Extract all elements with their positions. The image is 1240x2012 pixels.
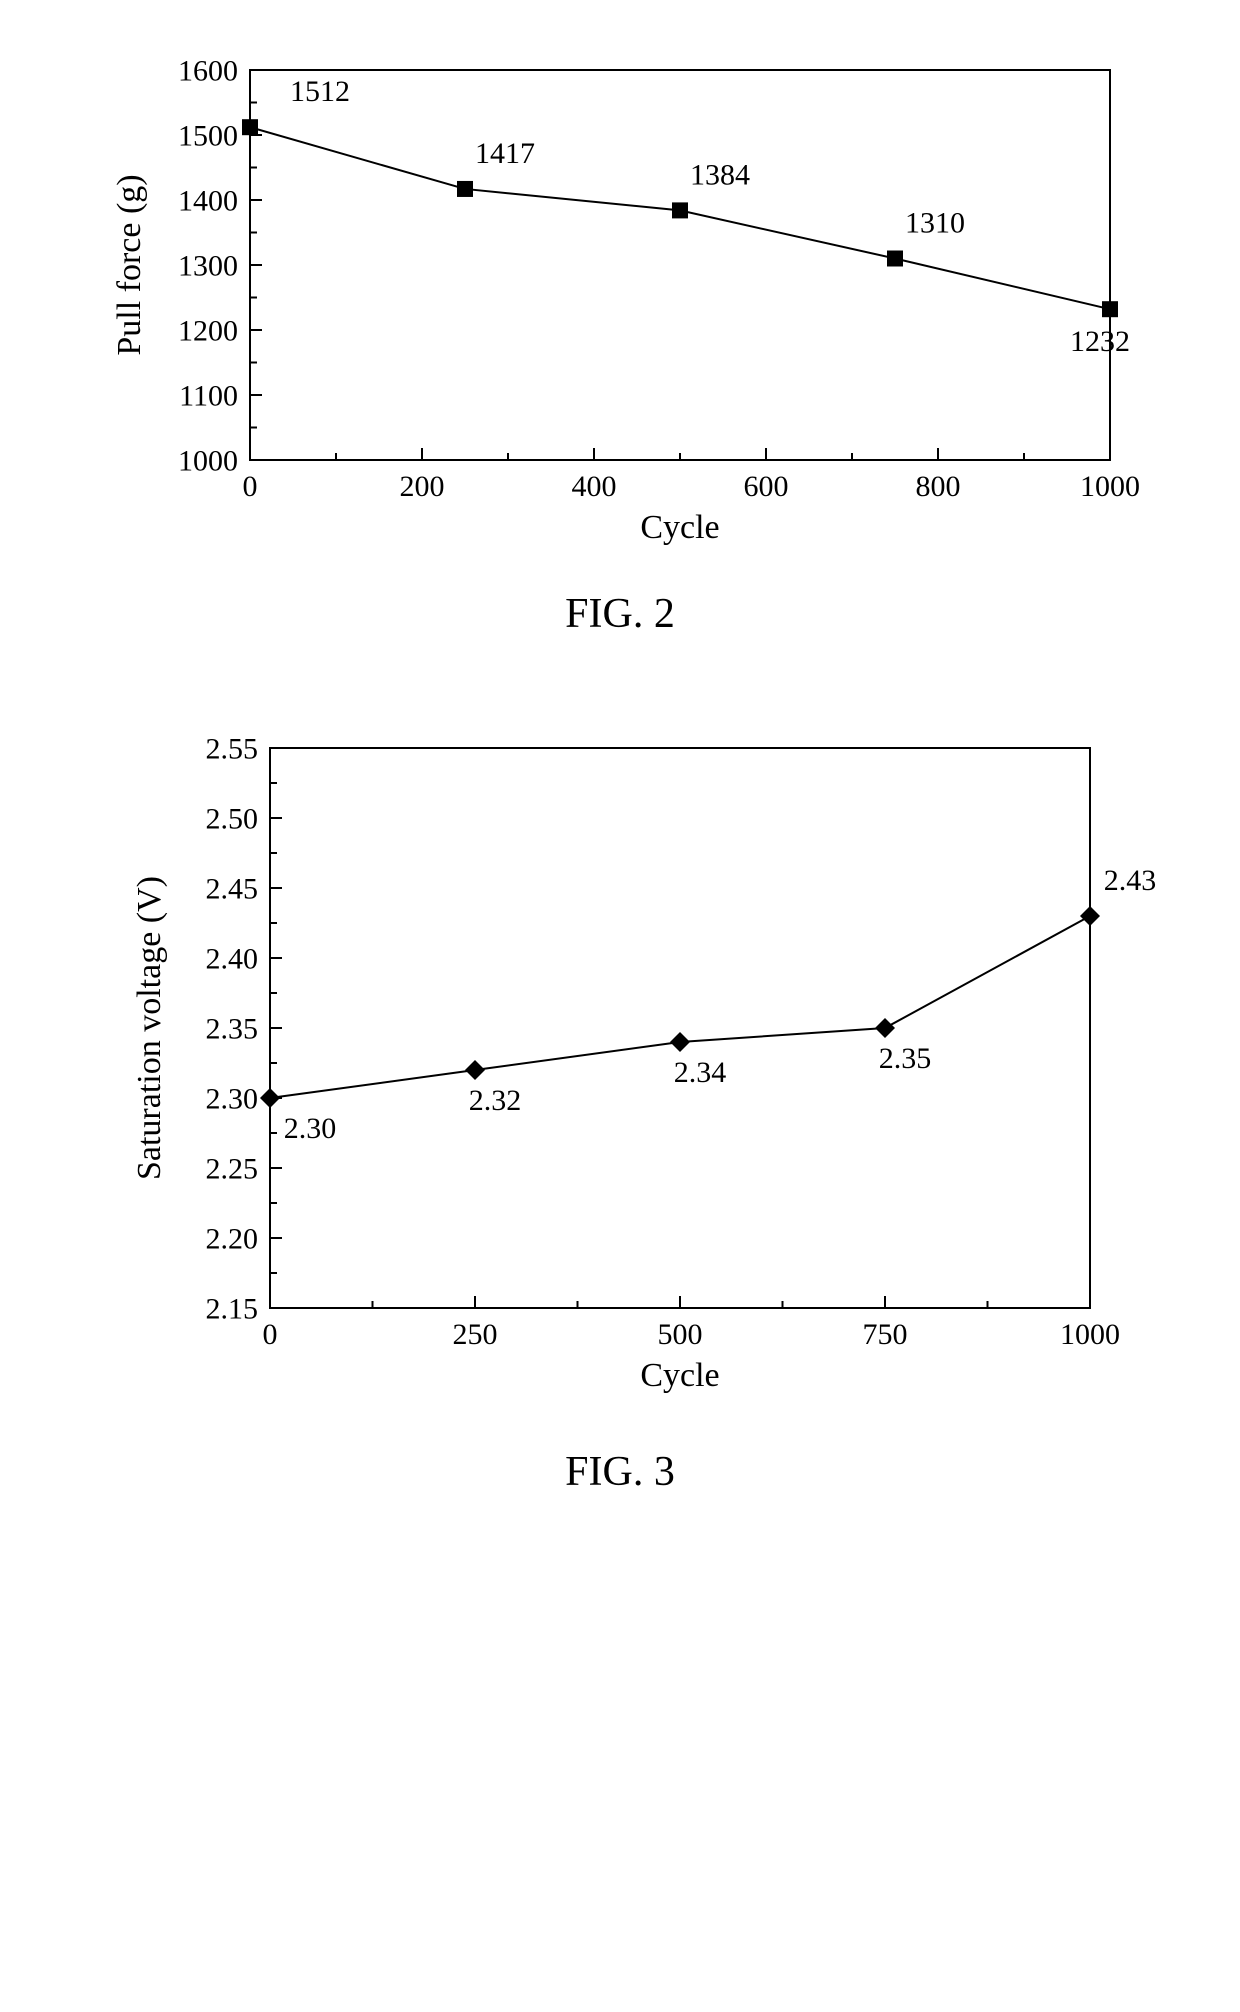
svg-text:1100: 1100 [179,380,238,413]
svg-text:Cycle: Cycle [640,1357,719,1394]
svg-text:250: 250 [453,1318,498,1351]
svg-text:500: 500 [658,1318,703,1351]
svg-text:1400: 1400 [178,185,238,218]
caption-fig2: FIG. 2 [565,590,675,638]
svg-text:2.45: 2.45 [206,873,259,906]
svg-text:1000: 1000 [1080,470,1140,503]
svg-text:400: 400 [572,470,617,503]
svg-text:2.50: 2.50 [206,803,259,836]
svg-text:750: 750 [863,1318,908,1351]
svg-text:Saturation voltage (V): Saturation voltage (V) [131,876,168,1180]
svg-text:1500: 1500 [178,120,238,153]
svg-text:600: 600 [744,470,789,503]
svg-text:1417: 1417 [475,137,535,170]
chart-fig2: 0 200 400 600 800 1000 1000 1100 1200 1300 1400 150… [70,40,1170,560]
svg-text:2.35: 2.35 [879,1042,932,1075]
chart-fig3: 0 250 500 750 1000 2.15 2.20 2.25 2.30 2.35 2.40 2.… [70,718,1170,1418]
svg-text:1600: 1600 [178,55,238,88]
svg-text:2.43: 2.43 [1104,864,1157,897]
svg-text:1512: 1512 [290,75,350,108]
page: 0 200 400 600 800 1000 1000 1100 1200 1300 1400 150… [0,0,1240,1636]
svg-text:1000: 1000 [178,445,238,478]
svg-text:800: 800 [916,470,961,503]
svg-text:Cycle: Cycle [640,509,719,546]
svg-text:200: 200 [400,470,445,503]
svg-text:2.40: 2.40 [206,943,259,976]
caption-fig3: FIG. 3 [565,1448,675,1496]
svg-text:2.55: 2.55 [206,733,259,766]
svg-text:1000: 1000 [1060,1318,1120,1351]
svg-text:1310: 1310 [905,207,965,240]
svg-text:2.30: 2.30 [284,1112,337,1145]
figure-2-block: 0 200 400 600 800 1000 1000 1100 1200 1300 1400 150… [60,40,1180,718]
svg-text:0: 0 [263,1318,278,1351]
svg-text:1200: 1200 [178,315,238,348]
svg-text:2.15: 2.15 [206,1293,259,1326]
svg-text:Pull force (g): Pull force (g) [111,174,148,355]
svg-text:2.30: 2.30 [206,1083,259,1116]
svg-text:2.34: 2.34 [674,1056,727,1089]
svg-text:2.32: 2.32 [469,1084,522,1117]
svg-text:2.20: 2.20 [206,1223,259,1256]
svg-text:2.35: 2.35 [206,1013,259,1046]
svg-text:1232: 1232 [1070,325,1130,358]
svg-text:2.25: 2.25 [206,1153,259,1186]
svg-text:1300: 1300 [178,250,238,283]
svg-text:0: 0 [243,470,258,503]
figure-3-block: 0 250 500 750 1000 2.15 2.20 2.25 2.30 2.35 2.40 2.… [60,718,1180,1576]
svg-text:1384: 1384 [690,158,750,191]
